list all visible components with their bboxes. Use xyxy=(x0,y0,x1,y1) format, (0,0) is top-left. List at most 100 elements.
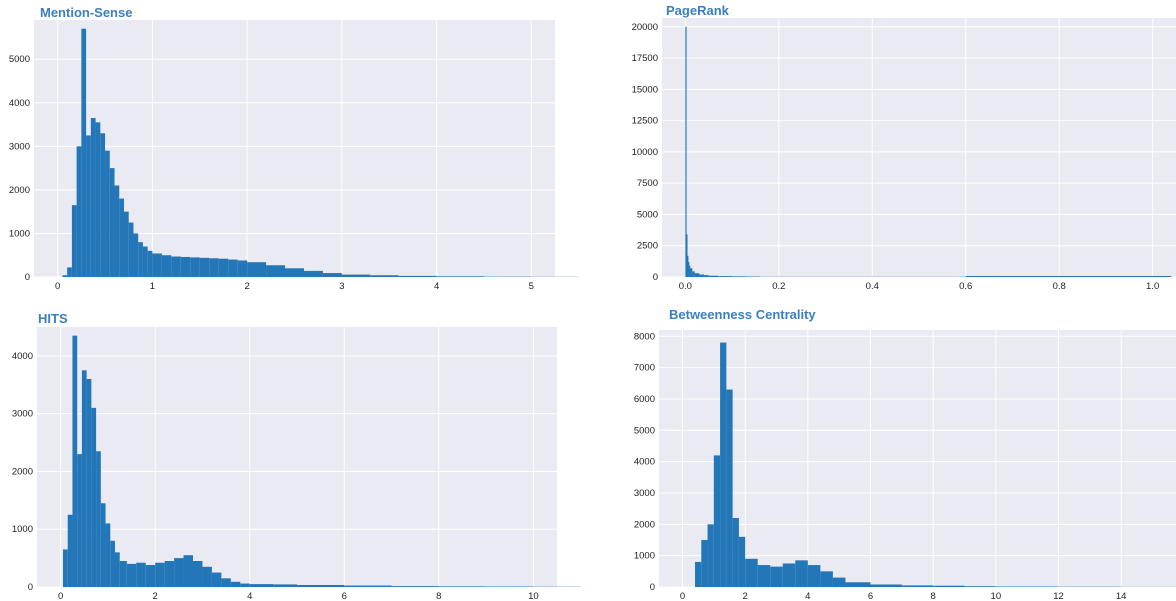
x-tick-label: 0 xyxy=(58,591,63,601)
histogram-bar xyxy=(686,234,688,277)
histogram-bar xyxy=(704,275,709,277)
x-tick-label: 1 xyxy=(150,281,155,292)
y-tick-label: 4000 xyxy=(12,351,33,362)
histogram-bar xyxy=(965,275,1172,277)
histogram-bar xyxy=(964,586,996,587)
histogram-bar xyxy=(174,558,184,587)
histogram-bar xyxy=(86,135,91,277)
histogram-bar xyxy=(692,271,695,277)
y-tick-label: 1000 xyxy=(9,228,30,239)
chart-title-pagerank: PageRank xyxy=(666,3,729,18)
histogram-bar xyxy=(71,205,77,277)
histogram-bar xyxy=(145,565,156,587)
histogram-bar xyxy=(211,572,222,587)
x-tick-label: 0 xyxy=(680,591,685,601)
histogram-bar xyxy=(109,168,115,277)
histogram-bar xyxy=(701,539,708,587)
histogram-bar xyxy=(63,549,68,587)
histogram-bar xyxy=(237,260,248,277)
histogram-bar xyxy=(370,275,399,277)
chart-title-betweenness-centrality: Betweenness Centrality xyxy=(669,307,816,322)
histogram-bar xyxy=(90,118,96,277)
histogram-bar xyxy=(732,518,739,587)
plot-area xyxy=(662,18,1176,277)
x-tick-label: 0.6 xyxy=(959,281,972,292)
x-tick-label: 3 xyxy=(339,281,344,292)
histogram-bar xyxy=(398,275,437,277)
histogram-bar xyxy=(285,268,304,277)
x-tick-label: 4 xyxy=(434,281,439,292)
histogram-bar xyxy=(708,275,719,277)
y-tick-label: 3000 xyxy=(12,409,33,420)
chart-pagerank: PageRank 0.0 0.2 0.4 0.6 0.8 1.0 0 2500 5000 7500… xyxy=(588,0,1176,300)
histogram-bar xyxy=(133,233,139,277)
x-tick-label: 10 xyxy=(991,591,1002,601)
x-tick-label: 4 xyxy=(247,591,252,601)
x-tick-label: 0.8 xyxy=(1053,281,1066,292)
histogram-bar xyxy=(81,370,87,587)
y-tick-label: 2000 xyxy=(12,466,33,477)
x-tick-label: 0.0 xyxy=(679,281,692,292)
histogram-bar xyxy=(193,561,203,587)
x-tick-label: 5 xyxy=(529,281,534,292)
histogram-bar xyxy=(266,265,286,277)
plot-hits: 0 2 4 6 8 10 0 1000 2000 3000 4000 xyxy=(12,327,581,601)
histogram-bar xyxy=(249,584,274,587)
y-tick-label: 3000 xyxy=(9,141,30,152)
histogram-bar xyxy=(694,273,700,277)
histogram-bar xyxy=(138,242,143,277)
histogram-bar xyxy=(123,211,129,277)
histogram-bar xyxy=(171,256,181,277)
histogram-bar xyxy=(782,563,796,587)
x-tick-label: 8 xyxy=(931,591,936,601)
y-tick-label: 7500 xyxy=(637,178,658,189)
histogram-bar xyxy=(391,586,439,587)
y-tick-label: 3000 xyxy=(634,488,655,499)
chart-title-mention-sense: Mention-Sense xyxy=(40,5,133,20)
y-tick-label: 1000 xyxy=(12,524,33,535)
x-tick-label: 6 xyxy=(868,591,873,601)
histogram-bar xyxy=(247,262,267,277)
histogram-bar xyxy=(114,185,120,277)
histogram-bar xyxy=(183,555,193,587)
y-tick-label: 5000 xyxy=(9,54,30,65)
x-tick-label: 6 xyxy=(342,591,347,601)
y-tick-label: 17500 xyxy=(632,53,658,64)
histogram-bar xyxy=(695,561,702,587)
x-tick-label: 0.4 xyxy=(866,281,879,292)
histogram-bar xyxy=(180,256,191,277)
histogram-bar xyxy=(100,503,106,587)
chart-hits: HITS 0 2 4 6 8 10 0 1000 2000 3000 4000 xyxy=(0,300,588,601)
y-tick-label: 20000 xyxy=(632,22,658,33)
histogram-bar xyxy=(105,523,111,587)
histogram-bar xyxy=(77,454,82,587)
y-tick-label: 4000 xyxy=(9,98,30,109)
histogram-bar xyxy=(341,274,371,277)
histogram-bar xyxy=(110,540,115,587)
y-tick-label: 0 xyxy=(650,582,655,593)
histogram-bar xyxy=(240,583,250,587)
histogram-bar xyxy=(303,270,323,277)
x-tick-label: 10 xyxy=(528,591,539,601)
histogram-bar xyxy=(152,253,162,277)
y-tick-label: 7000 xyxy=(634,363,655,374)
histogram-bar xyxy=(81,28,87,277)
histogram-bar xyxy=(100,133,106,277)
plot-betweenness-centrality: 0 2 4 6 8 10 12 14 0 1000 2000 3000 4000 5000 6000 7000… xyxy=(634,330,1176,601)
histogram-bar xyxy=(436,276,484,277)
histogram-bar xyxy=(105,150,110,277)
x-tick-label: 1.0 xyxy=(1146,281,1159,292)
x-tick-label: 2 xyxy=(743,591,748,601)
histogram-bar xyxy=(202,566,212,587)
histogram-bar xyxy=(845,582,871,587)
histogram-bar xyxy=(720,342,727,587)
x-tick-label: 14 xyxy=(1116,591,1127,601)
histogram-bar xyxy=(820,571,833,587)
chart-betweenness-centrality: Betweenness Centrality 0 2 4 6 8 10 12 14 0 1000 2… xyxy=(588,300,1176,601)
histogram-bar xyxy=(832,577,846,587)
histogram-bar xyxy=(297,584,345,587)
histogram-bar xyxy=(685,26,687,277)
histogram-bar xyxy=(718,276,733,277)
y-tick-label: 4000 xyxy=(634,457,655,468)
histogram-bar xyxy=(62,275,68,277)
